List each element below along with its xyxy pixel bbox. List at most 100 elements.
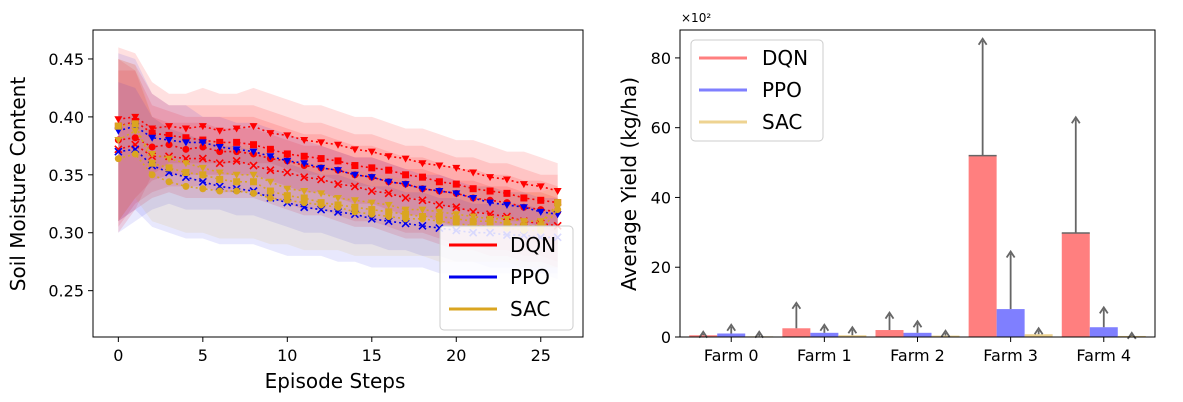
data-point-ppo [367,174,376,182]
data-point-ppo [165,137,174,145]
data-point-dqn [401,193,410,203]
legend-box [439,225,574,331]
y-tick-label: 60 [651,119,671,138]
data-point-sac [486,215,495,223]
x-tick-label: Farm 2 [890,346,945,365]
legend-label-ppo: PPO [762,78,802,102]
data-point-dqn [216,148,224,156]
data-point-dqn [469,169,478,177]
data-point-sac [351,203,359,211]
data-point-dqn [452,164,461,172]
data-point-dqn [333,180,343,189]
bar-sac [838,335,867,337]
data-point-dqn [519,181,528,189]
data-point-dqn [553,188,562,196]
error-cap-dqn [884,310,895,320]
data-point-sac [283,192,291,200]
x-tick-label: 0 [113,346,123,365]
x-tick-label: Farm 1 [797,346,852,365]
error-cap-ppo [1005,249,1016,259]
data-point-sac [283,185,292,193]
data-point-sac [300,188,309,196]
legend-label-ppo: PPO [510,265,550,289]
data-point-sac [131,150,139,158]
data-point-ppo [283,157,292,165]
data-point-dqn [283,168,292,177]
data-point-ppo [502,201,511,209]
data-point-sac [233,187,241,195]
legend-label-sac: SAC [762,110,802,134]
data-point-sac [519,218,528,226]
data-point-dqn [384,153,393,161]
data-point-dqn [334,141,342,149]
y-tick-label: 40 [651,188,671,207]
x-axis-ticks: Farm 0 Farm 1 Farm 2 Farm 3 Farm 4 [704,337,1131,365]
x-tick-label: 20 [446,346,466,365]
error-cap-sac [847,325,858,334]
error-cap-ppo [819,323,830,332]
y-scale-label: ×10² [681,11,711,25]
series-line-sac [118,153,559,232]
data-point-ppo [232,146,241,154]
confidence-band [118,47,558,233]
bar-sac [1117,335,1146,337]
data-point-dqn [249,123,258,131]
data-point-sac [385,213,393,221]
y-tick-label: 0.45 [48,50,84,69]
data-point-dqn [266,130,275,138]
data-point-dqn [198,154,207,163]
data-point-ppo [181,139,190,147]
data-point-sac [469,213,478,221]
data-point-sac [452,215,460,223]
error-cap-sac [754,330,764,339]
data-point-sac [148,150,157,158]
data-point-dqn [165,141,173,149]
data-point-sac [418,206,427,214]
data-point-ppo [317,164,326,172]
bar-sac [931,335,960,337]
data-point-sac [266,187,274,195]
data-point-sac [350,197,359,205]
data-point-dqn [384,189,393,198]
data-point-dqn [283,132,292,140]
data-point-sac [131,127,140,135]
y-tick-label: 0.35 [48,166,84,185]
bar-dqn [689,335,718,337]
data-point-sac [114,155,122,163]
data-point-sac [182,182,190,190]
data-point-dqn [233,138,241,146]
data-point-dqn [199,143,207,151]
legend-label-sac: SAC [510,297,550,321]
bar-ppo [717,333,746,337]
y-tick-label: 20 [651,258,671,277]
data-point-dqn [114,116,123,124]
data-point-dqn [402,171,410,179]
x-tick-label: Farm 3 [983,346,1038,365]
data-point-sac [334,203,342,211]
data-point-sac [553,204,562,212]
data-point-sac [554,199,562,207]
data-point-dqn [350,146,359,154]
soil-moisture-chart: 0 5 10 15 20 25 0.25 0.30 0.35 0.40 0.45 Episode … [6,29,584,393]
x-tick-label: 10 [277,346,297,365]
data-point-dqn [266,166,275,175]
bar-ppo [996,309,1025,337]
data-point-dqn [452,180,460,188]
data-point-sac [435,213,443,221]
data-point-sac [114,122,122,130]
data-point-sac [503,219,511,227]
data-point-dqn [232,156,241,165]
error-cap-dqn [791,301,802,310]
error-cap-ppo [912,319,923,328]
data-point-dqn [165,123,174,131]
data-point-sac [402,210,410,218]
x-axis-label: Episode Steps [265,369,406,393]
bar-dqn [782,328,811,337]
bar-ppo [1089,327,1118,337]
x-axis-ticks: 0 5 10 15 20 25 [113,337,551,365]
data-point-ppo [519,204,528,212]
data-point-dqn [418,160,427,168]
data-point-ppo [114,147,123,156]
data-point-dqn [452,203,461,212]
data-point-sac [131,120,139,128]
